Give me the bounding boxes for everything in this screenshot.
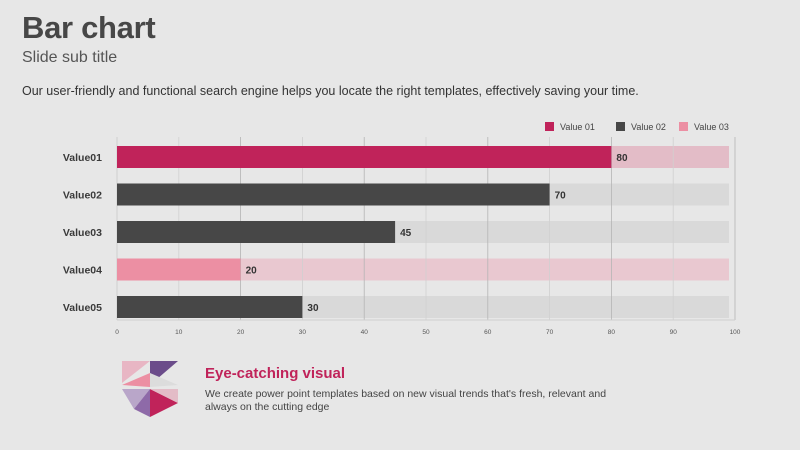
category-label: Value05 — [63, 302, 102, 314]
legend-swatch — [545, 122, 554, 131]
footer-title: Eye-catching visual — [205, 365, 346, 382]
legend-swatch — [679, 122, 688, 131]
logo-shape — [150, 389, 178, 417]
bar — [117, 296, 303, 318]
logo-shape — [150, 373, 178, 387]
x-tick-label: 90 — [670, 329, 678, 336]
x-tick-label: 80 — [608, 329, 616, 336]
x-tick-label: 70 — [546, 329, 554, 336]
x-tick-label: 30 — [299, 329, 307, 336]
logo-shape — [122, 373, 150, 387]
logo-shape — [134, 389, 150, 417]
bar-chart: Value01 80 Value02 70 Value03 45 Value04 20 Valu… — [63, 122, 741, 336]
bar — [117, 183, 550, 206]
intro-text: Our user-friendly and functional search … — [22, 84, 639, 98]
legend-label: Value 03 — [694, 122, 729, 132]
x-tick-label: 40 — [361, 329, 369, 336]
logo-shape — [122, 389, 150, 409]
bar — [117, 221, 396, 243]
x-tick-label: 0 — [115, 329, 119, 336]
category-label: Value01 — [63, 152, 102, 164]
bar — [117, 146, 612, 168]
category-label: Value03 — [63, 227, 102, 239]
x-tick-label: 50 — [422, 329, 430, 336]
legend-swatch — [616, 122, 625, 131]
category-label: Value02 — [63, 190, 102, 202]
slide-title: Bar chart — [22, 10, 156, 45]
logo-shape — [150, 389, 178, 403]
data-label: 45 — [400, 228, 412, 239]
triangle-mosaic-icon — [122, 361, 178, 417]
x-tick-label: 100 — [730, 329, 741, 336]
bar — [117, 258, 241, 281]
x-tick-label: 10 — [175, 329, 183, 336]
x-tick-label: 20 — [237, 329, 245, 336]
bar-track — [117, 258, 729, 281]
logo-shape — [122, 361, 150, 383]
legend-label: Value 02 — [631, 122, 666, 132]
data-label: 70 — [555, 191, 567, 202]
legend-label: Value 01 — [560, 122, 595, 132]
data-label: 20 — [246, 266, 258, 277]
data-label: 30 — [307, 303, 319, 314]
data-label: 80 — [616, 153, 628, 164]
x-tick-label: 60 — [484, 329, 492, 336]
slide-subtitle: Slide sub title — [22, 49, 118, 66]
category-label: Value04 — [63, 265, 102, 277]
footer-text: We create power point templates based on… — [205, 388, 607, 413]
